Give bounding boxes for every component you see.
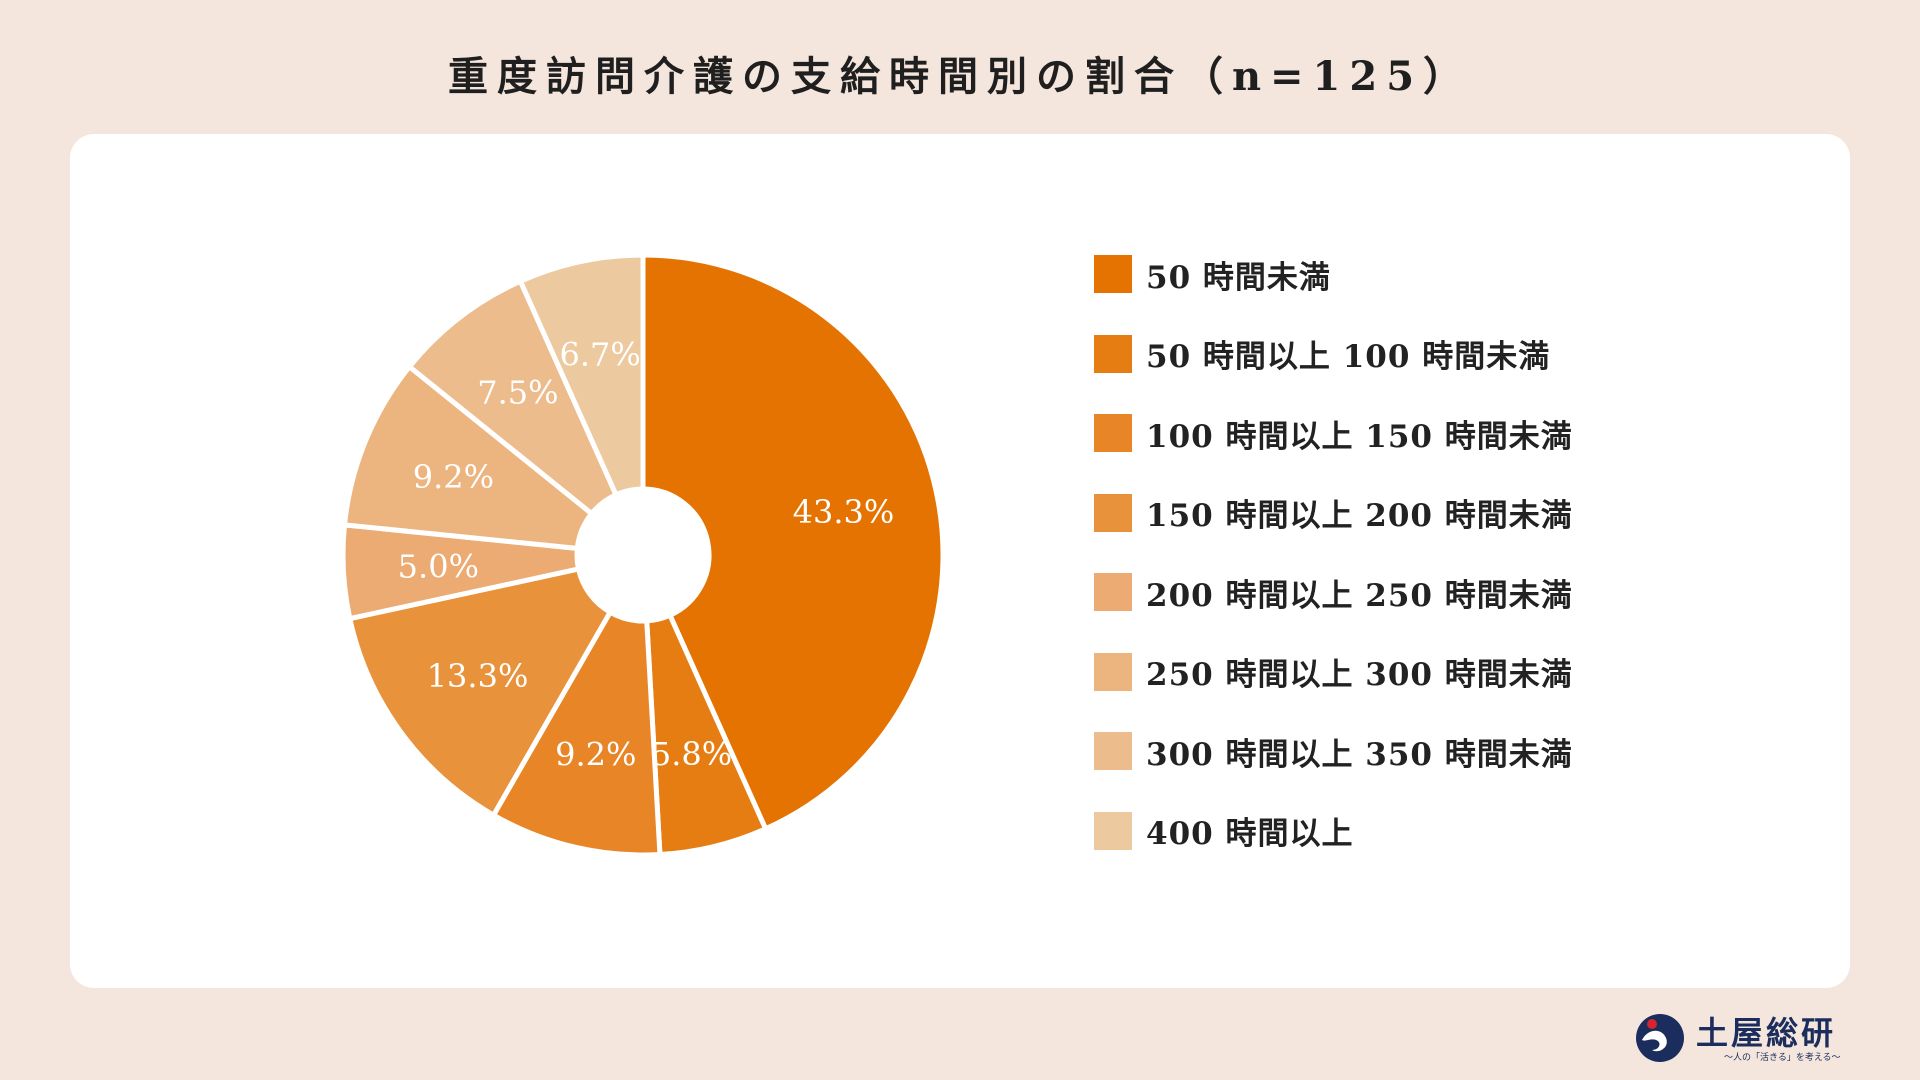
legend: 50 時間未満 50 時間以上 100 時間未満 100 時間以上 150 時間未満… [1094, 254, 1573, 890]
legend-label-5: 250 時間以上 300 時間未満 [1146, 657, 1573, 693]
chart-card: 43.3% 5.8% 9.2% 13.3% 5.0% 9.2% 7.5% 6.7% 50 時間… [70, 134, 1850, 988]
legend-label-1: 50 時間以上 100 時間未満 [1146, 339, 1551, 375]
legend-swatch-3 [1094, 493, 1132, 532]
pie-slice-3 [346, 566, 614, 819]
pie-slice-7 [517, 252, 646, 499]
slice-label-0: 43.3% [793, 493, 895, 531]
slice-label-7: 6.7% [560, 336, 641, 374]
legend-label-7: 400 時間以上 [1146, 816, 1354, 852]
legend-item-1: 50 時間以上 100 時間未満 [1094, 334, 1573, 375]
pie-slice-5 [341, 363, 596, 552]
legend-item-2: 100 時間以上 150 時間未満 [1094, 413, 1573, 455]
slice-label-4: 5.0% [398, 548, 479, 586]
pie-slice-6 [405, 277, 620, 518]
legend-swatch-0 [1094, 255, 1132, 293]
legend-swatch-6 [1094, 732, 1132, 770]
legend-item-3: 150 時間以上 200 時間未満 [1094, 493, 1573, 534]
logo: 土屋総研 〜人の「活きる」を考える〜 [1632, 1006, 1872, 1068]
pie-slice-0 [640, 252, 946, 833]
logo-tagline: 〜人の「活きる」を考える〜 [1724, 1053, 1841, 1063]
legend-swatch-5 [1094, 652, 1132, 691]
legend-item-6: 300 時間以上 350 時間未満 [1094, 731, 1573, 773]
slice-label-3: 13.3% [427, 657, 529, 695]
legend-item-0: 50 時間未満 [1094, 254, 1573, 296]
legend-swatch-2 [1094, 414, 1132, 452]
legend-label-3: 150 時間以上 200 時間未満 [1146, 498, 1573, 534]
legend-label-4: 200 時間以上 250 時間未満 [1146, 577, 1573, 614]
slice-label-6: 7.5% [477, 374, 558, 412]
legend-label-0: 50 時間未満 [1146, 259, 1331, 296]
slice-label-5: 9.2% [413, 458, 494, 496]
legend-item-5: 250 時間以上 300 時間未満 [1094, 652, 1573, 693]
legend-swatch-4 [1094, 573, 1132, 611]
tsuchiya-logo-icon [1636, 1014, 1684, 1062]
pie-slice-2 [490, 608, 663, 858]
legend-label-2: 100 時間以上 150 時間未満 [1146, 418, 1573, 455]
legend-swatch-1 [1094, 334, 1132, 373]
slice-label-2: 9.2% [555, 735, 636, 773]
legend-item-4: 200 時間以上 250 時間未満 [1094, 572, 1573, 614]
logo-name: 土屋総研 [1696, 1014, 1837, 1052]
legend-label-6: 300 時間以上 350 時間未満 [1146, 736, 1573, 773]
slice-label-1: 5.8% [651, 735, 732, 773]
chart-title: 重度訪問介護の支給時間別の割合（n=125） [447, 53, 1473, 100]
legend-item-7: 400 時間以上 [1094, 811, 1573, 852]
legend-swatch-7 [1094, 811, 1132, 850]
pie-chart: 43.3% 5.8% 9.2% 13.3% 5.0% 9.2% 7.5%6.7% [340, 252, 946, 858]
